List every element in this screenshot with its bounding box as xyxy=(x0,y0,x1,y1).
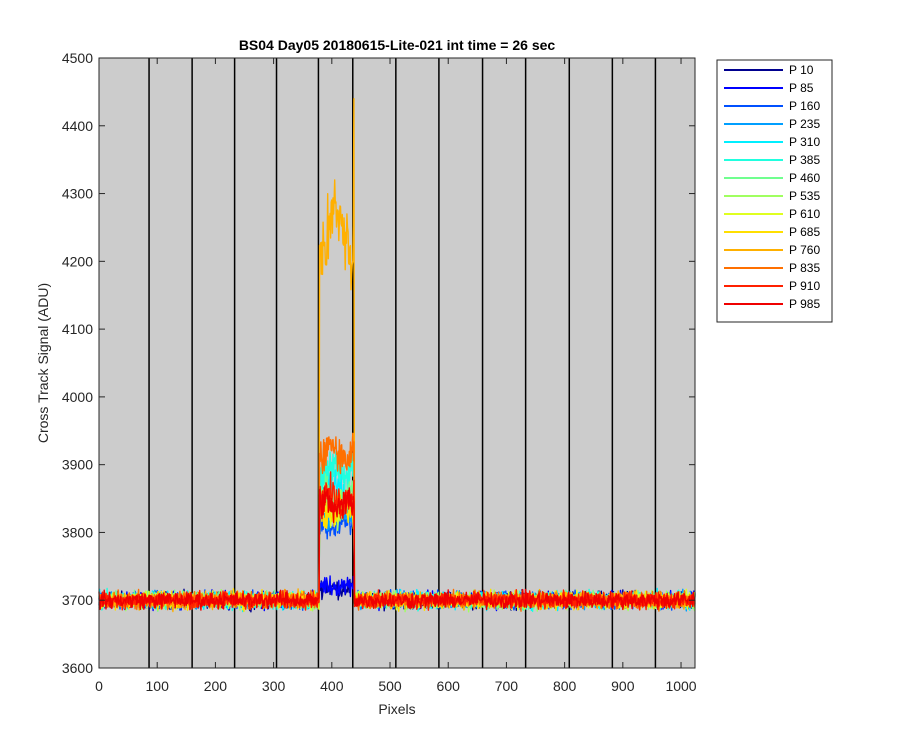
legend-entry-4: P 310 xyxy=(789,135,820,149)
y-tick-label-3900: 3900 xyxy=(62,457,93,473)
legend-entry-9: P 685 xyxy=(789,225,820,239)
series-lines xyxy=(98,98,696,613)
legend-entry-12: P 910 xyxy=(789,279,820,293)
y-tick-label-3700: 3700 xyxy=(62,592,93,608)
x-tick-label-500: 500 xyxy=(378,678,402,694)
x-tick-label-800: 800 xyxy=(553,678,577,694)
x-tick-label-600: 600 xyxy=(437,678,461,694)
x-tick-label-400: 400 xyxy=(320,678,344,694)
legend-entry-7: P 535 xyxy=(789,189,820,203)
plot-frame xyxy=(98,57,696,669)
legend-entry-0: P 10 xyxy=(789,63,814,77)
band-boundaries xyxy=(148,58,657,668)
legend-entry-5: P 385 xyxy=(789,153,820,167)
legend-box xyxy=(716,59,833,323)
axis-ticks: 0 100 200 300 400 500 600 700 800 900 1000 3600 3700… xyxy=(62,50,697,694)
x-tick-label-1000: 1000 xyxy=(665,678,696,694)
x-tick-label-700: 700 xyxy=(495,678,519,694)
legend-entry-11: P 835 xyxy=(789,261,820,275)
legend-entry-2: P 160 xyxy=(789,99,820,113)
y-tick-label-4000: 4000 xyxy=(62,389,93,405)
legend: P 10 P 85 P 160 P 235 P 310 P 385 P 460 P 535 P … xyxy=(716,59,833,323)
x-tick-label-100: 100 xyxy=(146,678,170,694)
y-tick-label-4200: 4200 xyxy=(62,253,93,269)
legend-entry-13: P 985 xyxy=(789,297,820,311)
x-tick-label-0: 0 xyxy=(95,678,103,694)
y-tick-label-3800: 3800 xyxy=(62,524,93,540)
series-line-p-985 xyxy=(98,487,696,611)
x-tick-label-300: 300 xyxy=(262,678,286,694)
y-tick-label-4400: 4400 xyxy=(62,118,93,134)
y-tick-label-3600: 3600 xyxy=(62,660,93,676)
legend-entry-3: P 235 xyxy=(789,117,820,131)
x-axis-label: Pixels xyxy=(378,701,415,717)
legend-entry-1: P 85 xyxy=(789,81,814,95)
legend-entry-8: P 610 xyxy=(789,207,820,221)
y-tick-label-4300: 4300 xyxy=(62,186,93,202)
y-tick-label-4100: 4100 xyxy=(62,321,93,337)
chart-title: BS04 Day05 20180615-Lite-021 int time = … xyxy=(239,37,556,53)
legend-entry-6: P 460 xyxy=(789,171,820,185)
x-tick-label-900: 900 xyxy=(611,678,635,694)
legend-entry-10: P 760 xyxy=(789,243,820,257)
x-tick-label-200: 200 xyxy=(204,678,228,694)
y-tick-label-4500: 4500 xyxy=(62,50,93,66)
plot-area xyxy=(99,58,695,668)
y-axis-label: Cross Track Signal (ADU) xyxy=(35,283,51,443)
